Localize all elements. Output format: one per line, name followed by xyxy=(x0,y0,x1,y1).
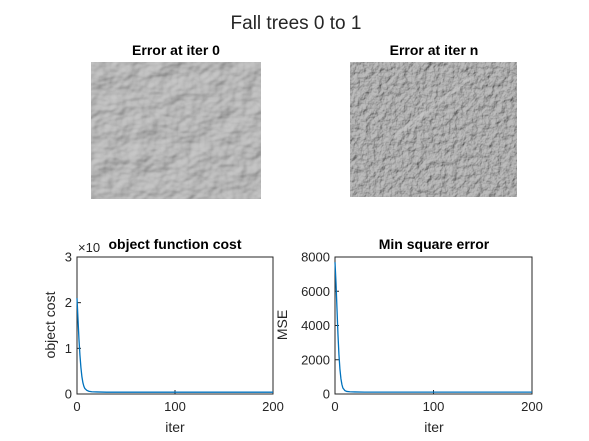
y-exponent-label: ×10 xyxy=(78,240,100,255)
image-title-iter-n: Error at iter n xyxy=(390,42,479,58)
y-axis-label-object-cost: object cost xyxy=(42,291,58,358)
image-panel-iter-n: Error at iter n xyxy=(350,42,517,197)
y-tick-label-mse-2: 4000 xyxy=(301,318,330,333)
y-tick-label-mse-1: 2000 xyxy=(301,352,330,367)
error-image-iter-0 xyxy=(91,62,261,199)
error-image-iter-n-streak xyxy=(391,76,471,140)
x-tick-label-mse-0: 0 xyxy=(331,399,338,414)
image-panel-iter-0: Error at iter 0 xyxy=(91,42,261,199)
chart-title-object-cost: object function cost xyxy=(109,236,242,252)
series-line-mse-0 xyxy=(334,262,532,393)
chart-min-square-error: Min square error iter MSE 0 100 2000200040… xyxy=(274,236,543,435)
y-tick-label-object-cost-3: 3 xyxy=(65,250,72,265)
y-tick-label-object-cost-2: 2 xyxy=(65,295,72,310)
y-tick-label-object-cost-0: 0 xyxy=(65,387,72,402)
x-tick-label-mse-2: 200 xyxy=(521,399,543,414)
x-tick-label-object-cost-2: 200 xyxy=(262,399,284,414)
y-axis-label-mse: MSE xyxy=(274,310,290,340)
error-image-iter-n xyxy=(350,62,517,197)
y-tick-label-mse-4: 8000 xyxy=(301,250,330,265)
y-tick-label-object-cost-1: 1 xyxy=(65,341,72,356)
x-tick-label-object-cost-1: 100 xyxy=(164,399,186,414)
x-axis-label-mse: iter xyxy=(424,419,444,435)
image-title-iter-0: Error at iter 0 xyxy=(132,42,220,58)
y-tick-label-mse-3: 6000 xyxy=(301,284,330,299)
x-tick-label-object-cost-0: 0 xyxy=(73,399,80,414)
y-tick-label-mse-0: 0 xyxy=(323,387,330,402)
plot-area-mse xyxy=(334,256,533,395)
chart-object-function-cost: object function cost iter object cost ×1… xyxy=(42,236,284,435)
series-line-object-cost-0 xyxy=(76,298,273,393)
x-axis-label-object-cost: iter xyxy=(165,419,185,435)
plot-area-object-cost xyxy=(76,256,274,395)
x-tick-label-mse-1: 100 xyxy=(423,399,445,414)
chart-title-mse: Min square error xyxy=(379,236,490,252)
figure-title: Fall trees 0 to 1 xyxy=(231,13,362,34)
